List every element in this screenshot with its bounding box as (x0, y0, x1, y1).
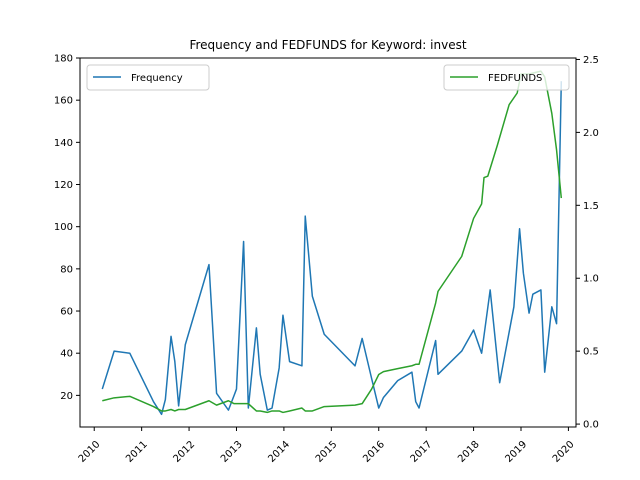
legend-right-box (443, 64, 570, 91)
y-left-tick-label: 80 (60, 264, 73, 275)
legend-left: Frequency (86, 64, 210, 91)
legend-fedfunds-label: FEDFUNDS (488, 73, 542, 84)
y-left-tick-label: 60 (60, 307, 73, 318)
series-line-fedfunds (102, 70, 563, 414)
plot-area (101, 70, 563, 416)
legend-right: FEDFUNDS (443, 64, 570, 91)
y-left-tick-label: 140 (54, 138, 73, 149)
y-left-tick-label: 20 (60, 391, 73, 402)
y-left-tick-label: 100 (54, 222, 73, 233)
chart-title: Frequency and FEDFUNDS for Keyword: inve… (189, 38, 466, 52)
plot-frame (79, 57, 577, 428)
legend-frequency-label: Frequency (131, 73, 183, 84)
y-left-tick-label: 120 (54, 180, 73, 191)
y-right-tick-label: 2.0 (583, 128, 599, 139)
series-line-frequency (101, 81, 563, 416)
y-right-tick-label: 0.5 (583, 347, 599, 358)
y-right-tick-label: 0.0 (583, 420, 599, 431)
y-right-tick-label: 1.0 (583, 274, 599, 285)
y-left-tick-label: 180 (54, 54, 73, 65)
y-right-tick-label: 2.5 (583, 55, 599, 66)
legend-left-box (86, 64, 210, 91)
y-left-tick-label: 40 (60, 349, 73, 360)
y-left-tick-label: 160 (54, 96, 73, 107)
y-right-tick-label: 1.5 (583, 201, 599, 212)
